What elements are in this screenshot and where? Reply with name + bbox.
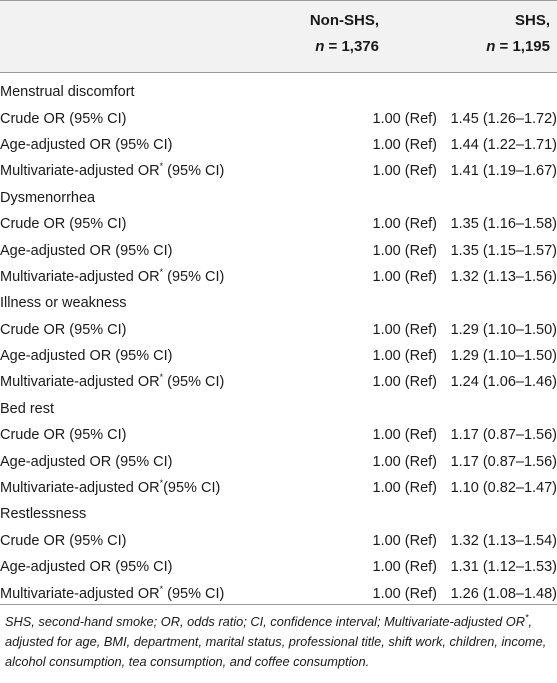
non-shs-value: 1.00 (Ref) [372, 559, 437, 576]
non-shs-value: 1.00 (Ref) [372, 427, 437, 444]
header-non-shs-n: n = 1,376 [315, 38, 379, 55]
shs-value: 1.35 (1.15–1.57) [450, 242, 557, 259]
bottom-rule [0, 604, 557, 605]
table-row: Multivariate-adjusted OR* (95% CI) 1.00 (… [0, 369, 557, 395]
row-label: Crude OR (95% CI) [0, 321, 127, 338]
table-row: Age-adjusted OR (95% CI) 1.00 (Ref) 1.35 (… [0, 237, 557, 263]
table-body: Menstrual discomfort Crude OR (95% CI) 1.0… [0, 79, 557, 607]
shs-value: 1.10 (0.82–1.47) [450, 480, 557, 497]
section-row: Dysmenorrhea [0, 185, 557, 211]
table-row: Multivariate-adjusted OR* (95% CI) 1.00 (… [0, 264, 557, 290]
header-rule [0, 72, 557, 73]
non-shs-value: 1.00 (Ref) [372, 321, 437, 338]
table-row: Crude OR (95% CI) 1.00 (Ref) 1.35 (1.16–1.… [0, 211, 557, 237]
table-row: Multivariate-adjusted OR*(95% CI) 1.00 (R… [0, 475, 557, 501]
non-shs-value: 1.00 (Ref) [372, 110, 437, 127]
header-shs-title: SHS, [514, 12, 550, 29]
table-header [0, 1, 557, 72]
shs-value: 1.31 (1.12–1.53) [450, 559, 557, 576]
header-non-shs: Non-SHS, n = 1,376 [259, 8, 379, 60]
shs-value: 1.24 (1.06–1.46) [450, 374, 557, 391]
row-label: Multivariate-adjusted OR* (95% CI) [0, 161, 225, 180]
non-shs-value: 1.00 (Ref) [372, 374, 437, 391]
non-shs-value: 1.00 (Ref) [372, 242, 437, 259]
row-label: Multivariate-adjusted OR*(95% CI) [0, 478, 221, 497]
table-row: Crude OR (95% CI) 1.00 (Ref) 1.32 (1.13–1.… [0, 528, 557, 554]
row-label: Multivariate-adjusted OR* (95% CI) [0, 372, 225, 391]
header-non-shs-title: Non-SHS, [309, 12, 379, 29]
non-shs-value: 1.00 (Ref) [372, 163, 437, 180]
row-label: Age-adjusted OR (95% CI) [0, 242, 173, 259]
section-row: Menstrual discomfort [0, 79, 557, 105]
table-footnote: SHS, second-hand smoke; OR, odds ratio; … [5, 612, 547, 669]
shs-value: 1.32 (1.13–1.56) [450, 268, 557, 285]
row-label: Age-adjusted OR (95% CI) [0, 348, 173, 365]
shs-value: 1.29 (1.10–1.50) [450, 321, 557, 338]
row-label: Age-adjusted OR (95% CI) [0, 453, 173, 470]
row-label: Crude OR (95% CI) [0, 216, 127, 233]
row-label: Age-adjusted OR (95% CI) [0, 559, 173, 576]
header-shs: SHS, n = 1,195 [420, 8, 550, 60]
shs-value: 1.32 (1.13–1.54) [450, 532, 557, 549]
section-row: Restlessness [0, 501, 557, 527]
shs-value: 1.44 (1.22–1.71) [450, 136, 557, 153]
non-shs-value: 1.00 (Ref) [372, 453, 437, 470]
table-row: Multivariate-adjusted OR* (95% CI) 1.00 (… [0, 158, 557, 184]
section-label: Illness or weakness [0, 295, 127, 312]
section-label: Menstrual discomfort [0, 84, 135, 101]
non-shs-value: 1.00 (Ref) [372, 585, 437, 602]
section-label: Bed rest [0, 400, 54, 417]
row-label: Multivariate-adjusted OR* (95% CI) [0, 267, 225, 285]
header-shs-n: n = 1,195 [486, 38, 550, 55]
non-shs-value: 1.00 (Ref) [372, 216, 437, 233]
row-label: Crude OR (95% CI) [0, 532, 127, 549]
section-row: Illness or weakness [0, 290, 557, 316]
section-row: Bed rest [0, 396, 557, 422]
shs-value: 1.26 (1.08–1.48) [450, 585, 557, 602]
row-label: Age-adjusted OR (95% CI) [0, 136, 173, 153]
non-shs-value: 1.00 (Ref) [372, 480, 437, 497]
table-row: Age-adjusted OR (95% CI) 1.00 (Ref) 1.29 (… [0, 343, 557, 369]
table-row: Crude OR (95% CI) 1.00 (Ref) 1.45 (1.26–1.… [0, 105, 557, 131]
row-label: Crude OR (95% CI) [0, 110, 127, 127]
table-row: Crude OR (95% CI) 1.00 (Ref) 1.17 (0.87–1.… [0, 422, 557, 448]
non-shs-value: 1.00 (Ref) [372, 268, 437, 285]
section-label: Dysmenorrhea [0, 189, 96, 206]
table-row: Age-adjusted OR (95% CI) 1.00 (Ref) 1.44 (… [0, 132, 557, 158]
non-shs-value: 1.00 (Ref) [372, 348, 437, 365]
shs-value: 1.35 (1.16–1.58) [450, 216, 557, 233]
row-label: Crude OR (95% CI) [0, 427, 127, 444]
non-shs-value: 1.00 (Ref) [372, 532, 437, 549]
shs-value: 1.17 (0.87–1.56) [450, 453, 557, 470]
shs-value: 1.17 (0.87–1.56) [450, 427, 557, 444]
shs-value: 1.29 (1.10–1.50) [450, 348, 557, 365]
table-row: Multivariate-adjusted OR* (95% CI) 1.00 (… [0, 580, 557, 606]
table-row: Crude OR (95% CI) 1.00 (Ref) 1.29 (1.10–1.… [0, 317, 557, 343]
shs-value: 1.45 (1.26–1.72) [450, 110, 557, 127]
row-label: Multivariate-adjusted OR* (95% CI) [0, 583, 225, 602]
table-row: Age-adjusted OR (95% CI) 1.00 (Ref) 1.31 (… [0, 554, 557, 580]
shs-value: 1.41 (1.19–1.67) [450, 163, 557, 180]
top-rule [0, 0, 557, 1]
non-shs-value: 1.00 (Ref) [372, 136, 437, 153]
table-row: Age-adjusted OR (95% CI) 1.00 (Ref) 1.17 (… [0, 448, 557, 474]
section-label: Restlessness [0, 506, 87, 523]
